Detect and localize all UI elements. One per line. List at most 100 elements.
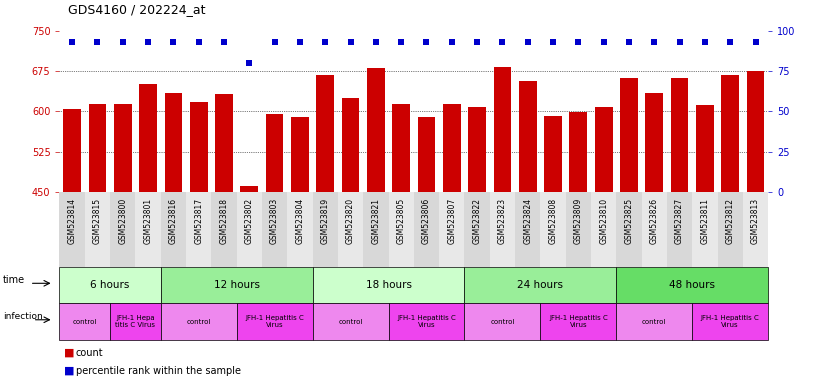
Bar bbox=[164, 93, 183, 192]
Bar bbox=[312, 192, 338, 267]
Text: control: control bbox=[642, 319, 667, 324]
Point bbox=[648, 39, 661, 45]
Text: control: control bbox=[187, 319, 211, 324]
Text: control: control bbox=[339, 319, 363, 324]
Bar bbox=[616, 303, 692, 340]
Bar bbox=[186, 192, 211, 267]
Bar bbox=[616, 192, 642, 267]
Text: ■: ■ bbox=[64, 366, 74, 376]
Bar bbox=[388, 192, 414, 267]
Bar bbox=[110, 303, 161, 340]
Point bbox=[192, 39, 206, 45]
Bar bbox=[721, 75, 739, 192]
Bar bbox=[418, 117, 435, 192]
Text: GSM523808: GSM523808 bbox=[548, 198, 558, 244]
Text: time: time bbox=[3, 275, 25, 285]
Point bbox=[724, 39, 737, 45]
Text: GSM523826: GSM523826 bbox=[650, 198, 659, 244]
Bar bbox=[211, 192, 237, 267]
Bar bbox=[692, 192, 718, 267]
Text: control: control bbox=[73, 319, 97, 324]
Bar bbox=[135, 192, 161, 267]
Point bbox=[369, 39, 382, 45]
Point bbox=[622, 39, 635, 45]
Bar bbox=[140, 84, 157, 192]
Text: GSM523824: GSM523824 bbox=[523, 198, 532, 244]
Point bbox=[673, 39, 686, 45]
Point bbox=[167, 39, 180, 45]
Bar bbox=[515, 192, 540, 267]
Bar bbox=[64, 109, 81, 192]
Text: GSM523810: GSM523810 bbox=[599, 198, 608, 244]
Text: GSM523801: GSM523801 bbox=[144, 198, 153, 244]
Bar bbox=[262, 192, 287, 267]
Text: GSM523804: GSM523804 bbox=[296, 198, 305, 244]
Text: GSM523800: GSM523800 bbox=[118, 198, 127, 244]
Point bbox=[319, 39, 332, 45]
Bar bbox=[240, 185, 259, 192]
Text: percentile rank within the sample: percentile rank within the sample bbox=[76, 366, 241, 376]
Bar bbox=[287, 192, 312, 267]
Text: GSM523823: GSM523823 bbox=[498, 198, 507, 244]
Bar bbox=[85, 192, 110, 267]
Bar bbox=[443, 104, 461, 192]
Point bbox=[572, 39, 585, 45]
Text: 48 hours: 48 hours bbox=[669, 280, 715, 290]
Bar bbox=[468, 107, 486, 192]
Text: GSM523812: GSM523812 bbox=[726, 198, 734, 244]
Text: ■: ■ bbox=[64, 348, 74, 358]
Bar bbox=[696, 105, 714, 192]
Bar bbox=[316, 75, 334, 192]
Point bbox=[698, 39, 711, 45]
Bar bbox=[237, 303, 312, 340]
Text: infection: infection bbox=[3, 312, 43, 321]
Bar bbox=[595, 107, 613, 192]
Text: GDS4160 / 202224_at: GDS4160 / 202224_at bbox=[68, 3, 205, 16]
Bar bbox=[59, 267, 161, 303]
Bar bbox=[671, 78, 688, 192]
Point bbox=[521, 39, 534, 45]
Point bbox=[597, 39, 610, 45]
Text: control: control bbox=[490, 319, 515, 324]
Bar bbox=[161, 192, 186, 267]
Bar bbox=[161, 303, 237, 340]
Bar bbox=[569, 113, 587, 192]
Point bbox=[471, 39, 484, 45]
Text: GSM523820: GSM523820 bbox=[346, 198, 355, 244]
Bar bbox=[215, 94, 233, 192]
Bar bbox=[743, 192, 768, 267]
Bar bbox=[718, 192, 743, 267]
Bar bbox=[114, 104, 131, 192]
Text: JFH-1 Hepatitis C
Virus: JFH-1 Hepatitis C Virus bbox=[549, 315, 608, 328]
Bar bbox=[342, 98, 359, 192]
Bar bbox=[59, 303, 110, 340]
Text: GSM523819: GSM523819 bbox=[320, 198, 330, 244]
Text: 24 hours: 24 hours bbox=[517, 280, 563, 290]
Point bbox=[344, 39, 357, 45]
Bar bbox=[494, 67, 511, 192]
Point bbox=[293, 39, 306, 45]
Bar bbox=[291, 117, 309, 192]
Bar bbox=[110, 192, 135, 267]
Text: GSM523807: GSM523807 bbox=[448, 198, 456, 244]
Bar bbox=[88, 104, 107, 192]
Bar bbox=[363, 192, 388, 267]
Bar bbox=[464, 303, 540, 340]
Text: GSM523822: GSM523822 bbox=[472, 198, 482, 244]
Bar bbox=[616, 267, 768, 303]
Point bbox=[547, 39, 560, 45]
Bar bbox=[237, 192, 262, 267]
Bar bbox=[266, 114, 283, 192]
Text: 12 hours: 12 hours bbox=[214, 280, 259, 290]
Bar bbox=[338, 192, 363, 267]
Text: GSM523803: GSM523803 bbox=[270, 198, 279, 244]
Bar bbox=[464, 267, 616, 303]
Text: 6 hours: 6 hours bbox=[90, 280, 130, 290]
Bar bbox=[367, 68, 385, 192]
Point bbox=[420, 39, 433, 45]
Point bbox=[496, 39, 509, 45]
Text: count: count bbox=[76, 348, 103, 358]
Point bbox=[91, 39, 104, 45]
Bar bbox=[642, 192, 667, 267]
Bar bbox=[519, 81, 537, 192]
